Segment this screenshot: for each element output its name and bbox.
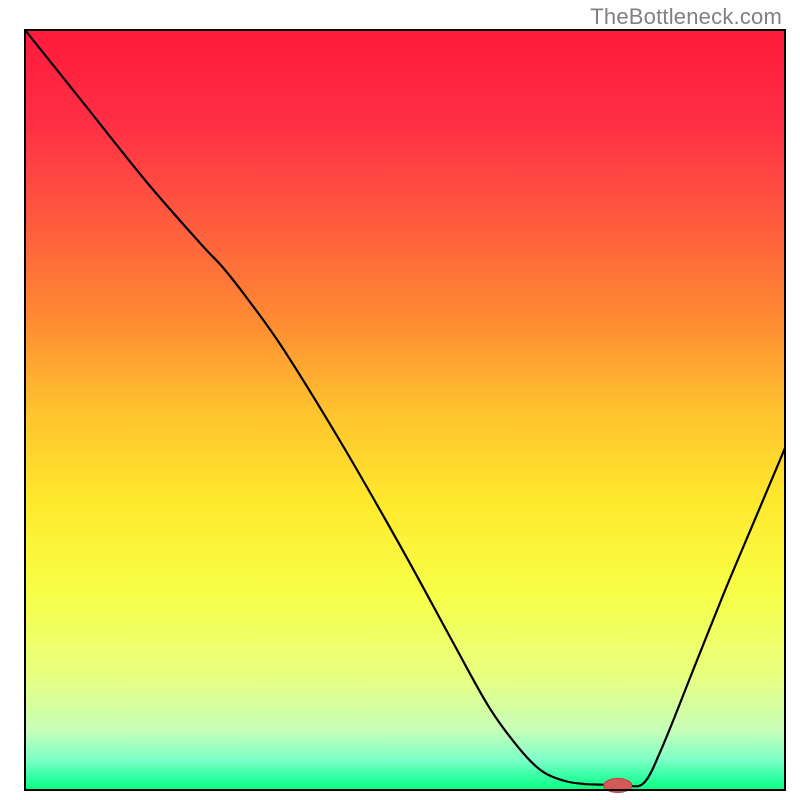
plot-background bbox=[25, 30, 785, 790]
bottleneck-chart bbox=[0, 0, 800, 800]
chart-stage: TheBottleneck.com bbox=[0, 0, 800, 800]
watermark-text: TheBottleneck.com bbox=[590, 4, 782, 30]
